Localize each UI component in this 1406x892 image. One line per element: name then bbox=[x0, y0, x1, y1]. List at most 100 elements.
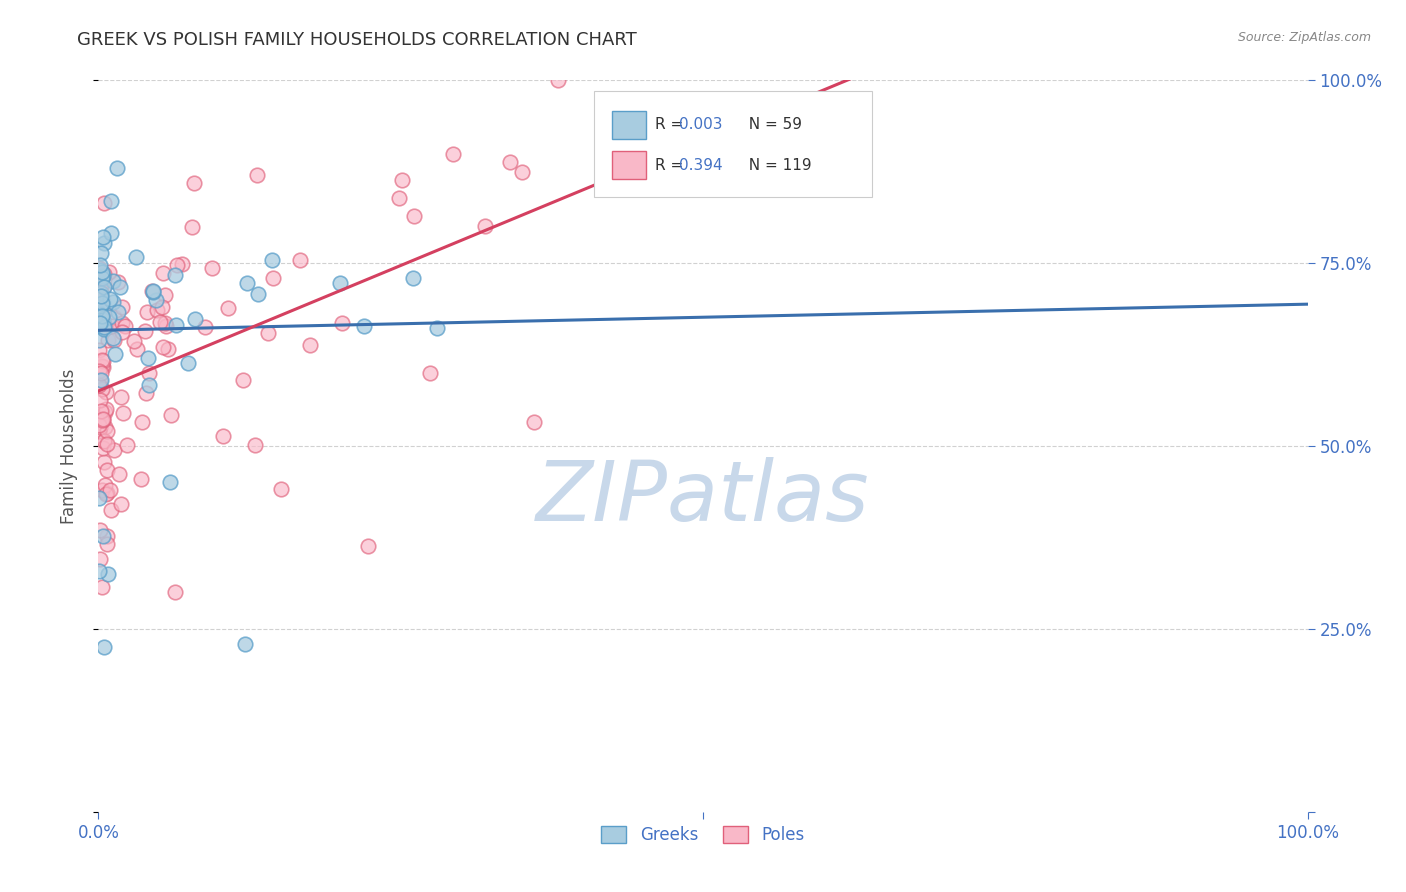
Point bbox=[474, 219, 496, 234]
Point bbox=[90, 246, 112, 260]
Point bbox=[87, 260, 110, 275]
Point bbox=[94, 405, 117, 419]
Point bbox=[498, 154, 520, 169]
Point bbox=[153, 287, 176, 301]
Point bbox=[89, 301, 111, 316]
Point bbox=[159, 475, 181, 489]
Point bbox=[166, 258, 188, 272]
Point bbox=[233, 637, 256, 651]
Point bbox=[142, 285, 165, 299]
Point bbox=[89, 314, 111, 328]
Point bbox=[246, 168, 269, 182]
Point bbox=[353, 318, 375, 333]
Point bbox=[96, 486, 118, 500]
Point bbox=[94, 478, 117, 492]
Point bbox=[232, 373, 254, 387]
Point bbox=[89, 552, 111, 566]
Point bbox=[125, 251, 148, 265]
Point bbox=[91, 309, 114, 323]
Point bbox=[136, 351, 159, 366]
Point bbox=[101, 319, 124, 334]
Point bbox=[89, 392, 111, 407]
Point bbox=[97, 265, 120, 279]
Point bbox=[87, 491, 110, 505]
Point bbox=[152, 300, 174, 314]
Point bbox=[91, 413, 114, 427]
Point bbox=[146, 303, 169, 318]
Point bbox=[104, 347, 127, 361]
Text: Source: ZipAtlas.com: Source: ZipAtlas.com bbox=[1237, 31, 1371, 45]
Point bbox=[194, 320, 217, 334]
Point bbox=[90, 412, 112, 426]
Point bbox=[93, 322, 115, 336]
Point bbox=[152, 266, 174, 280]
Text: 0.003: 0.003 bbox=[679, 117, 723, 132]
Point bbox=[94, 384, 117, 399]
FancyBboxPatch shape bbox=[613, 152, 647, 179]
Point bbox=[110, 390, 132, 404]
Point bbox=[87, 333, 110, 347]
Point bbox=[89, 373, 111, 387]
Point bbox=[111, 325, 134, 339]
Point bbox=[177, 356, 200, 370]
Point bbox=[103, 331, 125, 345]
Point bbox=[89, 259, 111, 273]
Point bbox=[96, 487, 118, 501]
Point bbox=[288, 253, 311, 268]
Point bbox=[93, 640, 115, 654]
Point bbox=[100, 194, 122, 208]
Point bbox=[91, 296, 114, 310]
Point bbox=[107, 305, 129, 319]
Point bbox=[91, 353, 114, 368]
Point bbox=[91, 293, 114, 307]
Point bbox=[142, 284, 165, 298]
FancyBboxPatch shape bbox=[613, 111, 647, 139]
Point bbox=[96, 463, 118, 477]
Text: ZIPatlas: ZIPatlas bbox=[536, 457, 870, 538]
Point bbox=[97, 333, 120, 347]
Point bbox=[96, 529, 118, 543]
Point bbox=[156, 342, 179, 356]
Point bbox=[91, 483, 114, 498]
Point bbox=[89, 420, 111, 434]
Point bbox=[90, 308, 112, 322]
Point bbox=[90, 414, 112, 428]
Point bbox=[110, 497, 132, 511]
Point bbox=[89, 364, 111, 378]
Point bbox=[93, 434, 115, 449]
Point bbox=[98, 310, 121, 324]
Point bbox=[93, 318, 115, 332]
Point bbox=[148, 315, 170, 329]
Point bbox=[94, 402, 117, 417]
Point bbox=[91, 313, 114, 327]
Point bbox=[89, 306, 111, 320]
Point bbox=[90, 265, 112, 279]
Point bbox=[93, 196, 115, 211]
Point bbox=[388, 191, 411, 205]
Point bbox=[145, 293, 167, 308]
Point bbox=[97, 567, 120, 582]
Point bbox=[96, 537, 118, 551]
Point bbox=[184, 311, 207, 326]
Point bbox=[111, 406, 134, 420]
Point bbox=[90, 289, 112, 303]
Point bbox=[91, 314, 114, 328]
Point bbox=[90, 285, 112, 300]
Point bbox=[91, 412, 114, 426]
Point bbox=[90, 383, 112, 397]
Point bbox=[89, 523, 111, 537]
Point bbox=[94, 420, 117, 434]
Point bbox=[90, 271, 112, 285]
Point bbox=[163, 268, 186, 282]
Point bbox=[245, 438, 267, 452]
Point bbox=[135, 385, 157, 400]
Point bbox=[103, 333, 125, 347]
Point bbox=[111, 316, 134, 330]
Point bbox=[93, 319, 115, 334]
Point bbox=[90, 373, 112, 387]
Point bbox=[131, 472, 153, 486]
Point bbox=[152, 340, 174, 354]
Point bbox=[329, 277, 352, 291]
Point bbox=[172, 257, 194, 271]
Point bbox=[160, 408, 183, 422]
